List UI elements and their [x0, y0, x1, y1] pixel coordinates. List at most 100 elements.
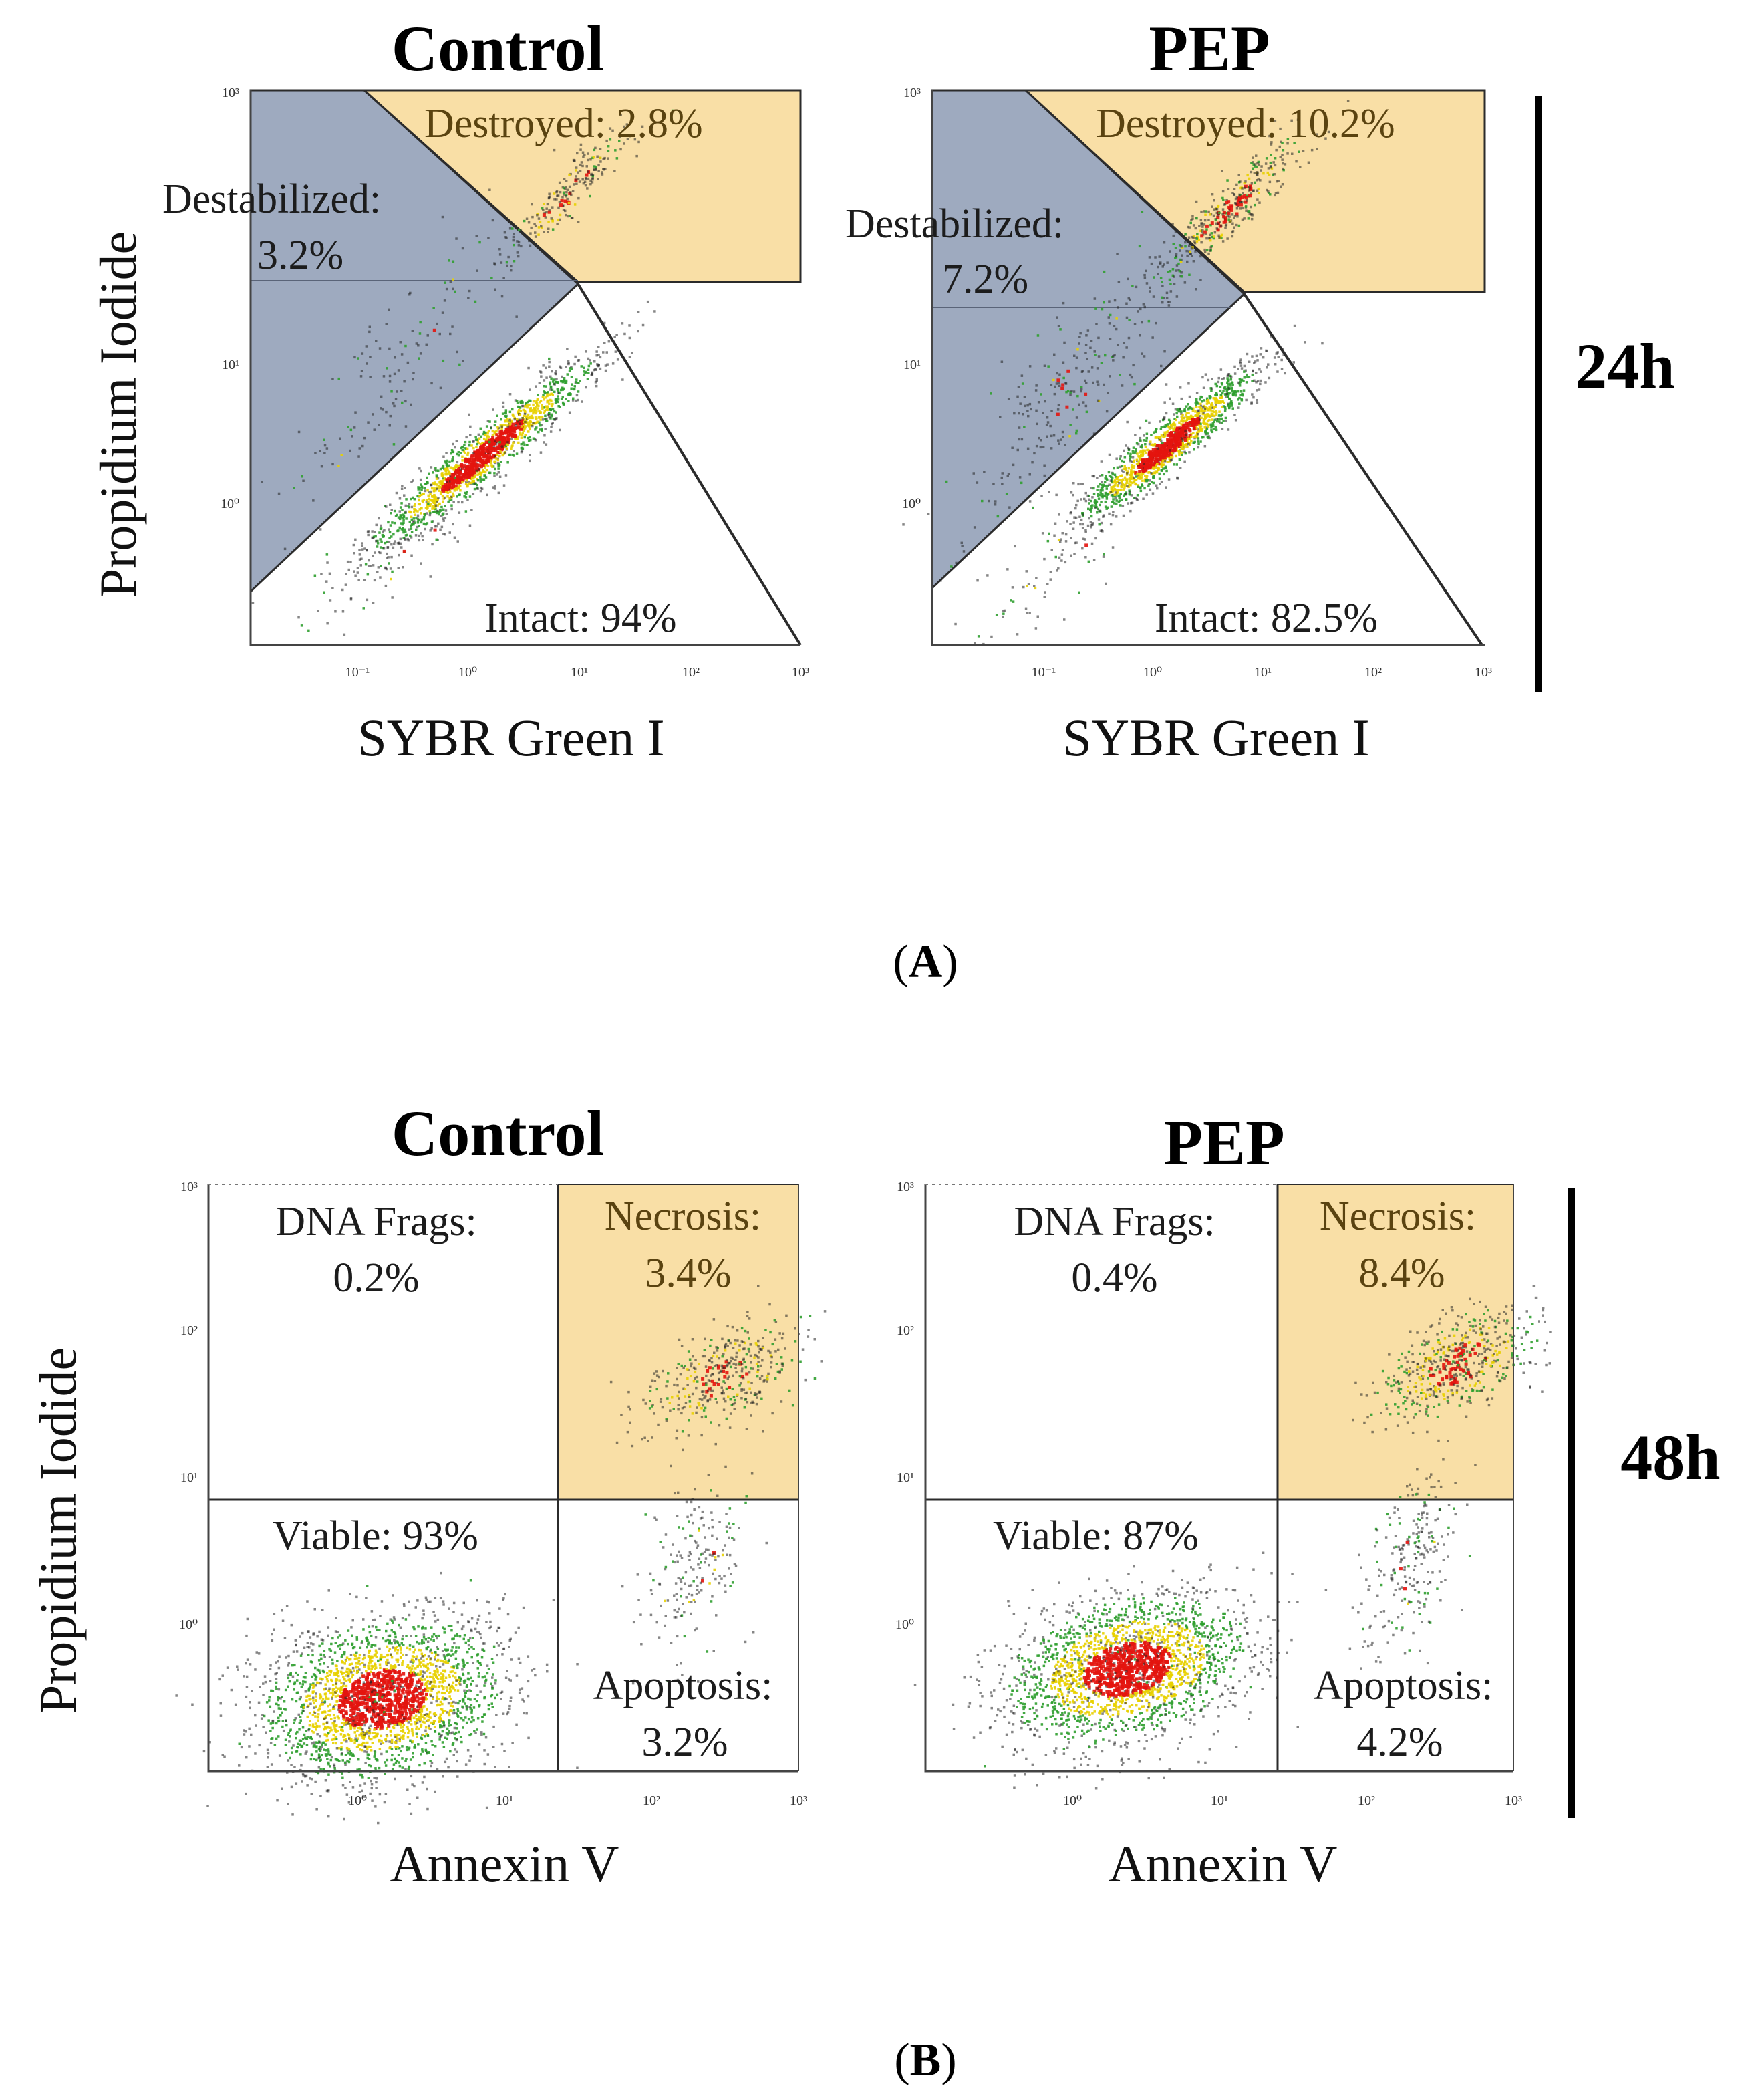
event-dot — [1240, 367, 1244, 370]
event-dot — [1179, 428, 1183, 432]
event-dot — [1073, 516, 1076, 519]
event-dot — [1180, 397, 1183, 400]
event-dot — [476, 442, 479, 446]
event-dot — [1270, 167, 1274, 170]
event-dot — [502, 452, 506, 455]
event-dot — [335, 1738, 338, 1740]
event-dot — [503, 1750, 506, 1752]
event-dot — [287, 1654, 290, 1658]
event-dot — [1133, 481, 1136, 483]
event-dot — [460, 1717, 463, 1720]
event-dot — [331, 1689, 335, 1692]
event-dot — [585, 350, 587, 353]
event-dot — [1239, 390, 1243, 393]
event-dot — [1168, 278, 1171, 281]
event-dot — [976, 481, 979, 484]
event-dot — [1018, 476, 1022, 479]
event-dot — [434, 499, 437, 502]
event-dot — [1310, 148, 1314, 152]
event-dot — [349, 449, 351, 452]
event-dot — [374, 531, 376, 533]
event-dot — [1207, 424, 1210, 427]
event-dot — [416, 521, 420, 524]
event-dot — [362, 1681, 366, 1684]
event-dot — [1006, 475, 1009, 477]
event-dot — [1024, 404, 1026, 408]
event-dot — [532, 422, 535, 424]
event-dot — [564, 209, 567, 213]
event-dot — [565, 379, 568, 382]
event-dot — [333, 1770, 336, 1774]
event-dot — [585, 165, 588, 168]
event-dot — [1197, 442, 1200, 446]
event-dot — [541, 207, 544, 210]
event-dot — [1141, 472, 1145, 475]
event-dot — [472, 1637, 474, 1639]
event-dot — [548, 192, 551, 195]
event-dot — [438, 486, 441, 489]
event-dot — [409, 534, 412, 537]
event-dot — [432, 307, 435, 309]
event-dot — [370, 1670, 372, 1673]
event-dot — [1226, 237, 1229, 240]
event-dot — [1231, 404, 1233, 407]
event-dot — [546, 401, 549, 404]
event-dot — [1229, 382, 1232, 385]
event-dot — [1092, 475, 1096, 478]
event-dot — [1096, 380, 1099, 383]
event-dot — [579, 163, 582, 166]
event-dot — [1153, 467, 1155, 470]
event-dot — [374, 535, 377, 538]
event-dot — [1244, 180, 1247, 183]
event-dot — [1154, 256, 1157, 259]
event-dot — [1085, 334, 1088, 337]
event-dot — [1084, 344, 1088, 346]
event-dot — [368, 1746, 371, 1748]
event-dot — [1053, 534, 1056, 537]
event-dot — [1035, 577, 1038, 579]
event-dot — [470, 465, 474, 469]
event-dot — [1203, 219, 1207, 222]
event-dot — [539, 411, 542, 414]
event-dot — [1034, 587, 1037, 590]
event-dot — [529, 420, 532, 424]
event-dot — [369, 1724, 372, 1728]
event-dot — [1120, 485, 1123, 488]
event-dot — [1187, 408, 1190, 411]
event-dot — [1226, 381, 1229, 384]
event-dot — [503, 231, 506, 234]
event-dot — [1239, 207, 1242, 210]
event-dot — [420, 507, 423, 510]
event-dot — [448, 1695, 451, 1698]
event-dot — [360, 370, 363, 372]
event-dot — [551, 408, 555, 410]
event-dot — [371, 536, 374, 539]
event-dot — [1092, 559, 1096, 561]
event-dot — [1137, 310, 1139, 313]
event-dot — [515, 452, 519, 455]
event-dot — [574, 355, 577, 358]
event-dot — [1237, 224, 1241, 227]
event-dot — [1186, 423, 1190, 427]
event-dot — [536, 402, 539, 405]
event-dot — [520, 399, 523, 402]
event-dot — [1207, 210, 1210, 213]
event-dot — [498, 441, 501, 444]
event-dot — [961, 545, 964, 547]
event-dot — [473, 487, 476, 491]
event-dot — [444, 509, 448, 512]
event-dot — [494, 461, 497, 465]
event-dot — [486, 438, 489, 442]
event-dot — [478, 457, 482, 461]
event-dot — [1186, 426, 1190, 429]
event-dot — [1157, 273, 1159, 275]
event-dot — [1145, 452, 1147, 454]
event-dot — [1022, 413, 1024, 416]
event-dot — [576, 152, 579, 155]
event-dot — [369, 1705, 372, 1708]
event-dot — [1088, 498, 1091, 501]
event-dot — [385, 410, 388, 414]
event-dot — [349, 1758, 351, 1761]
event-dot — [435, 1700, 438, 1703]
event-dot — [276, 1799, 279, 1802]
